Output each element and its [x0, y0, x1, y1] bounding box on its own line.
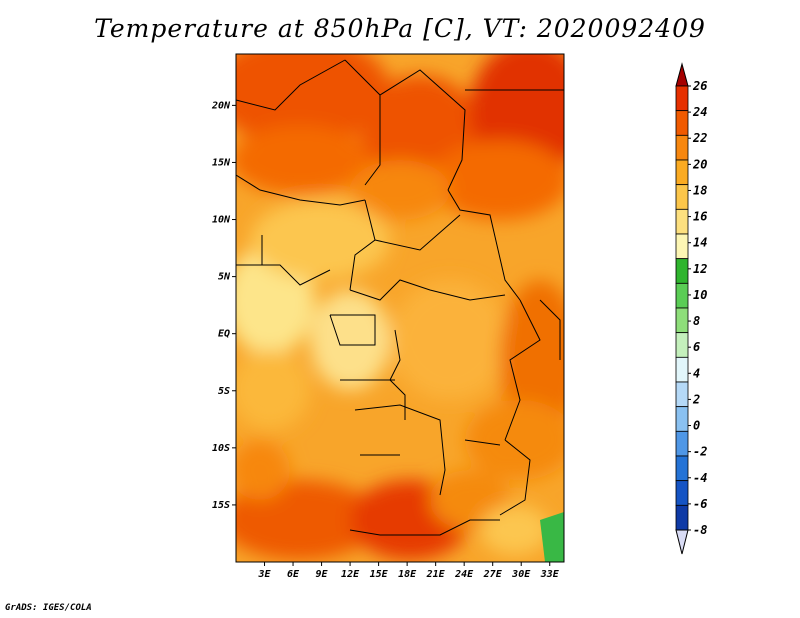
lat-tick-label: 10S: [212, 443, 230, 454]
colorbar-segment: [675, 381, 689, 408]
lon-tick-label: 24E: [454, 569, 474, 580]
colorbar-top-triangle: [675, 62, 689, 87]
colorbar-segment: [675, 159, 689, 186]
colorbar-bottom-triangle: [675, 529, 689, 555]
colorbar-label: 20: [692, 157, 707, 171]
colorbar-segment: [675, 504, 689, 531]
colorbar-label: 2: [692, 392, 700, 406]
lon-tick-label: 6E: [287, 569, 300, 580]
map-title: Temperature at 850hPa [C], VT: 202009240…: [94, 14, 706, 43]
lat-tick-label: 10N: [212, 215, 231, 226]
longitude-axis: 3E 6E 9E 12E 15E 18E 21E 24E 27E 30E 33E: [257, 562, 560, 580]
lon-tick-label: 9E: [316, 569, 329, 580]
colorbar-label: 12: [693, 262, 707, 276]
colorbar-segment: [675, 110, 689, 136]
colorbar-label: 4: [693, 366, 700, 380]
colorbar-label: 0: [693, 419, 700, 433]
colorbar-label: 10: [693, 288, 707, 302]
colorbar-label: -8: [693, 523, 707, 537]
lon-tick-label: 18E: [398, 569, 417, 580]
lon-tick-label: 27E: [483, 569, 503, 580]
colorbar-segment: [675, 134, 689, 161]
colorbar-segment: [675, 430, 689, 457]
colorbar-label: 8: [693, 314, 700, 328]
lon-tick-label: 15E: [370, 569, 389, 580]
colorbar-label: 24: [692, 105, 707, 119]
lat-tick-label: 20N: [211, 100, 231, 111]
lat-tick-label: 15S: [212, 500, 230, 511]
colorbar-label: 16: [693, 210, 707, 224]
colorbar-label: 22: [692, 131, 707, 145]
colorbar-label: -6: [693, 497, 707, 511]
colorbar-label: 14: [693, 236, 707, 250]
colorbar-segment: [675, 233, 689, 260]
colorbar-segment: [675, 184, 689, 210]
lat-tick-label: 5S: [218, 386, 230, 397]
colorbar-segment: [675, 307, 689, 334]
colorbar-segment: [675, 356, 689, 383]
colorbar-segment: [675, 480, 689, 506]
latitude-axis: 20N 15N 10N 5N EQ 5S 10S 15S: [211, 100, 236, 511]
colorbar-label: 26: [692, 79, 707, 93]
lon-tick-label: 12E: [341, 569, 360, 580]
lat-tick-label: EQ: [218, 329, 230, 340]
colorbar-label: -2: [693, 445, 707, 459]
colorbar-segment: [675, 406, 689, 432]
colorbar-label: 6: [693, 340, 700, 354]
lat-tick-label: 5N: [218, 272, 231, 283]
colorbar-label: 18: [693, 183, 707, 197]
colorbar-segment: [675, 455, 689, 482]
lon-tick-label: 33E: [540, 569, 560, 580]
colorbar-segment: [675, 85, 689, 112]
colorbar-segment: [675, 282, 689, 309]
temperature-field: [236, 54, 564, 562]
lon-tick-label: 30E: [511, 569, 531, 580]
lon-tick-label: 21E: [426, 569, 446, 580]
colorbar-label: -4: [693, 471, 707, 485]
colorbar-segment: [675, 258, 689, 284]
lat-tick-label: 15N: [212, 157, 231, 168]
colorbar-segment: [675, 332, 689, 358]
credit-label: GrADS: IGES/COLA: [5, 603, 92, 613]
map-frame: [235, 53, 565, 563]
lon-tick-label: 3E: [257, 569, 271, 580]
colorbar-segment: [675, 208, 689, 235]
